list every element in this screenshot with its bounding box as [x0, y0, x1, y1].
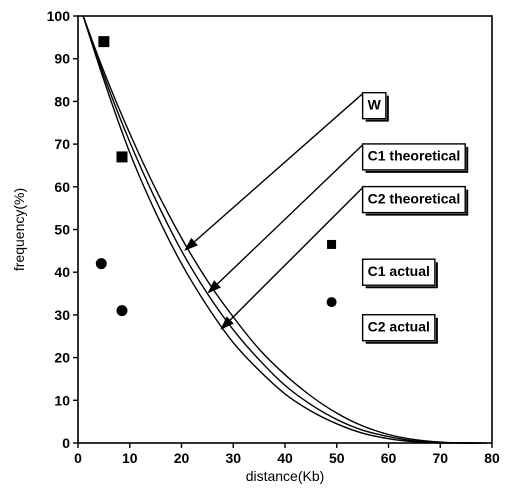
point-square [116, 151, 128, 163]
x-tick-label: 0 [74, 450, 82, 466]
y-tick-label: 20 [54, 350, 70, 366]
data-points [95, 36, 337, 317]
annotation-box [361, 185, 466, 214]
annotation-arrow-line [229, 187, 364, 321]
legend-marker-circle [326, 297, 337, 308]
annotation-box [361, 91, 387, 120]
y-tick-label: 40 [54, 264, 70, 280]
plot-frame [77, 15, 493, 444]
y-tick-label: 30 [54, 307, 70, 323]
annotation-box [361, 143, 466, 171]
x-tick-label: 70 [432, 450, 448, 466]
annotation-box [361, 314, 436, 342]
plot-border [77, 15, 493, 444]
x-tick-label: 80 [484, 450, 500, 466]
annotation-arrow-line [217, 144, 364, 285]
annotation-label: C1 actual [368, 263, 430, 279]
annotation-arrowhead [207, 280, 221, 294]
y-tick-label: 90 [54, 51, 70, 67]
annotation-box-shadow [365, 189, 469, 216]
y-tick-label: 80 [54, 93, 70, 109]
x-tick-label: 30 [225, 450, 241, 466]
annotations: W C1 theoretical C2 theoretical C1 actual C2… [184, 91, 469, 344]
x-tick-label: 60 [381, 450, 397, 466]
y-tick-label: 70 [54, 136, 70, 152]
annotation-label: C2 theoretical [368, 190, 461, 206]
y-tick-label: 50 [54, 222, 70, 238]
x-axis-title: distance(Kb) [246, 468, 325, 484]
annotation-arrowhead [220, 316, 234, 330]
annotation-box-shadow [365, 262, 438, 289]
annotation-label: C2 actual [368, 318, 430, 334]
x-axis-ticks: 0 10 20 30 40 50 60 70 80 [74, 443, 500, 466]
point-circle [116, 305, 128, 317]
x-tick-label: 50 [329, 450, 345, 466]
y-tick-label: 10 [54, 392, 70, 408]
x-tick-label: 20 [174, 450, 190, 466]
curve-0 [82, 15, 487, 444]
annotation-box-shadow [365, 317, 438, 344]
y-axis-ticks: 0 10 20 30 40 50 60 70 80 90 100 [47, 8, 78, 451]
x-tick-label: 40 [277, 450, 293, 466]
point-square [98, 36, 110, 48]
y-axis-title: frequency(%) [11, 188, 27, 271]
annotation-label: W [368, 96, 382, 112]
legend-marker-square [327, 239, 337, 249]
annotation-box-shadow [365, 95, 389, 122]
x-tick-label: 10 [122, 450, 138, 466]
annotation-box [361, 258, 436, 286]
curve-1 [82, 15, 482, 444]
annotation-box-shadow [365, 146, 469, 173]
curves [82, 15, 487, 444]
annotation-label: C1 theoretical [368, 148, 461, 164]
annotation-arrow-line [194, 93, 364, 243]
annotation-arrowhead [184, 237, 198, 251]
curve-2 [82, 15, 477, 444]
y-tick-label: 100 [47, 8, 71, 24]
y-tick-label: 0 [62, 435, 70, 451]
point-circle [95, 258, 107, 270]
y-tick-label: 60 [54, 179, 70, 195]
